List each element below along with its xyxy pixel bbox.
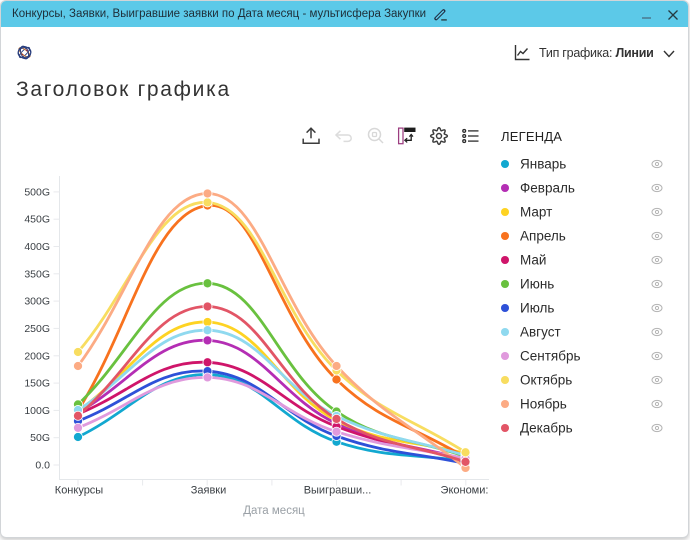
svg-text:200G: 200G xyxy=(24,350,50,362)
svg-text:Дата месяц: Дата месяц xyxy=(243,505,305,517)
svg-text:450G: 450G xyxy=(24,214,50,226)
svg-text:Выигравши...: Выигравши... xyxy=(304,485,372,497)
svg-text:150G: 150G xyxy=(24,378,50,390)
svg-text:350G: 350G xyxy=(24,268,50,280)
svg-text:100G: 100G xyxy=(24,405,50,417)
svg-text:Конкурсы: Конкурсы xyxy=(55,485,104,497)
svg-text:0.0: 0.0 xyxy=(35,460,50,472)
svg-text:300G: 300G xyxy=(24,296,50,308)
svg-text:400G: 400G xyxy=(24,241,50,253)
svg-text:50G: 50G xyxy=(30,432,50,444)
svg-text:500G: 500G xyxy=(24,186,50,198)
svg-text:250G: 250G xyxy=(24,323,50,335)
svg-text:Заявки: Заявки xyxy=(191,485,227,497)
svg-text:Экономи:: Экономи: xyxy=(441,485,489,497)
